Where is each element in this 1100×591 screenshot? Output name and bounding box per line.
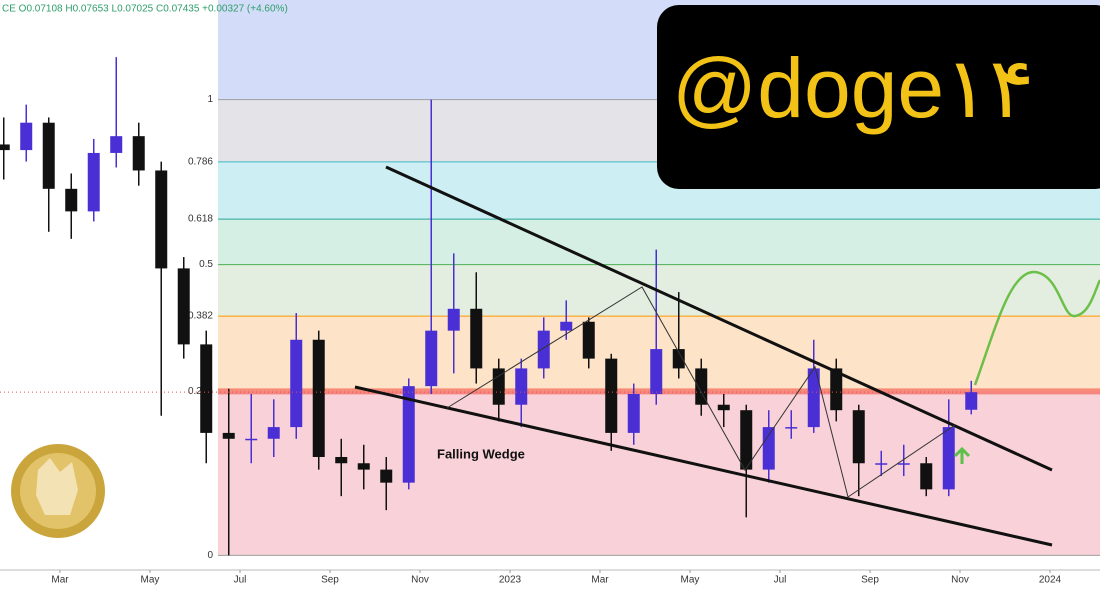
candle-body bbox=[447, 308, 460, 331]
x-tick-label: Jul bbox=[234, 575, 247, 586]
x-tick-label: Sep bbox=[321, 575, 339, 586]
x-tick-label: May bbox=[681, 575, 700, 586]
x-tick-label: Mar bbox=[51, 575, 69, 586]
candle-body bbox=[335, 456, 348, 464]
fib-label: 0 bbox=[207, 550, 213, 561]
wedge-lower bbox=[354, 385, 1053, 547]
candle-body bbox=[897, 463, 910, 465]
candle-body bbox=[155, 170, 168, 269]
candle-body bbox=[515, 368, 528, 405]
x-tick-label: Nov bbox=[951, 575, 969, 586]
watermark-box bbox=[657, 5, 1100, 189]
candle-body bbox=[965, 392, 978, 410]
x-tick-label: Mar bbox=[591, 575, 609, 586]
candle-body bbox=[222, 432, 235, 439]
candle-body bbox=[200, 344, 213, 433]
candle-body bbox=[920, 463, 933, 490]
candle-body bbox=[717, 404, 730, 411]
axis-band bbox=[0, 570, 1100, 591]
candle-body bbox=[650, 349, 663, 395]
fib-label: 1 bbox=[207, 94, 213, 105]
candle-body bbox=[65, 188, 78, 212]
candle-body bbox=[20, 122, 33, 151]
logo-dog bbox=[36, 458, 78, 515]
candle-body bbox=[762, 427, 775, 470]
candle-body bbox=[312, 339, 325, 457]
candle-body bbox=[672, 349, 685, 369]
candle-body bbox=[695, 368, 708, 405]
candle-body bbox=[830, 368, 843, 411]
x-tick-label: 2024 bbox=[1039, 575, 1062, 586]
wave-lines bbox=[446, 286, 956, 498]
candle-body bbox=[425, 330, 438, 387]
candle-body bbox=[132, 136, 145, 171]
wedge-upper bbox=[385, 165, 1053, 472]
candle-body bbox=[582, 321, 595, 359]
watermark: @doge۱۴ bbox=[672, 41, 1034, 135]
candle-body bbox=[245, 438, 258, 441]
x-tick-label: Nov bbox=[411, 575, 429, 586]
candle-body bbox=[177, 268, 190, 345]
fib-label: 0.5 bbox=[199, 259, 213, 270]
annotation: Falling Wedge bbox=[437, 446, 525, 461]
fib-zone bbox=[218, 391, 1100, 556]
candle-body bbox=[605, 358, 618, 433]
legend-text: CE O0.07108 H0.07653 L0.07025 C0.07435 +… bbox=[2, 4, 288, 15]
candle-body bbox=[87, 152, 100, 212]
forecast-curve bbox=[973, 270, 1100, 386]
candle-body bbox=[785, 427, 798, 429]
fib-label: 0.382 bbox=[188, 311, 213, 322]
candle-body bbox=[740, 410, 753, 470]
candle-body bbox=[807, 368, 820, 428]
candle-body bbox=[402, 386, 415, 483]
candle-body bbox=[357, 463, 370, 470]
candle-body bbox=[560, 321, 573, 331]
wedge bbox=[354, 165, 1100, 547]
candle-body bbox=[42, 122, 55, 189]
x-tick-label: Sep bbox=[861, 575, 879, 586]
arrow bbox=[953, 446, 971, 464]
candle-body bbox=[0, 144, 10, 151]
fib-label: 0.786 bbox=[188, 157, 213, 168]
candle-body bbox=[380, 469, 393, 483]
candle-body bbox=[267, 427, 280, 439]
candles bbox=[0, 57, 978, 556]
fib-label: 0.618 bbox=[188, 214, 213, 225]
x-axis: Mar May Jul Sep Nov 2023 Mar May Jul Sep Nov 2024 bbox=[0, 569, 1100, 591]
candle-body bbox=[537, 330, 550, 369]
x-tick-label: 2023 bbox=[499, 575, 522, 586]
candle-body bbox=[627, 394, 640, 433]
candle-body bbox=[942, 427, 955, 490]
candle-body bbox=[290, 339, 303, 428]
candle-body bbox=[110, 136, 123, 153]
candle-body bbox=[470, 308, 483, 369]
candle-body bbox=[875, 463, 888, 465]
x-tick-label: May bbox=[141, 575, 160, 586]
candle-body bbox=[852, 410, 865, 464]
fib-zone bbox=[218, 219, 1100, 265]
doge-logo bbox=[11, 444, 105, 538]
x-tick-label: Jul bbox=[774, 575, 787, 586]
